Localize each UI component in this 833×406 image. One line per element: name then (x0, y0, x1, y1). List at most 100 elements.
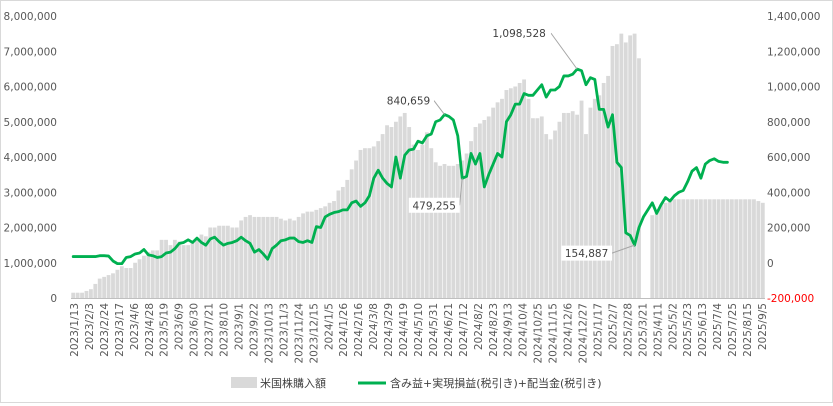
bar (354, 160, 359, 298)
x-tick-label: 2023/11/24 (293, 303, 305, 364)
bar (734, 199, 739, 298)
bar (203, 236, 208, 298)
bar (195, 238, 199, 298)
bar (248, 215, 252, 298)
bar (106, 275, 111, 298)
bar (424, 132, 429, 298)
legend-label-bar: 米国株購入額 (260, 376, 326, 390)
bar-series (71, 33, 765, 299)
annotation-label: 840,659 (387, 96, 430, 108)
bar (279, 218, 283, 298)
bar (146, 252, 151, 298)
right-tick-label: 1,400,000 (767, 11, 820, 23)
bar (380, 134, 385, 298)
x-tick-label: 2023/2/3 (84, 303, 96, 350)
annotation-label: 1,098,528 (492, 28, 545, 40)
x-tick-label: 2025/1/17 (592, 303, 604, 357)
bar (438, 165, 443, 298)
bar (539, 116, 544, 299)
right-tick-label: 400,000 (767, 187, 810, 199)
bar (579, 100, 584, 298)
x-tick-label: 2023/1/13 (69, 303, 81, 357)
bar (159, 239, 164, 298)
x-tick-label: 2023/10/13 (263, 303, 275, 364)
bar (685, 199, 690, 298)
bar (531, 118, 535, 298)
bar (756, 201, 761, 298)
bar (111, 273, 115, 298)
bar (654, 209, 659, 299)
bar (318, 208, 323, 298)
bar (292, 220, 297, 298)
bar (747, 199, 752, 298)
bar (588, 107, 593, 299)
bar (760, 202, 765, 298)
x-tick-label: 2023/4/6 (129, 303, 141, 350)
bar (601, 82, 606, 298)
bar (672, 199, 677, 298)
x-tick-label: 2025/5/23 (682, 303, 694, 357)
left-tick-label: 8,000,000 (4, 11, 57, 23)
bar (716, 199, 721, 298)
bar (411, 144, 416, 298)
bar (522, 79, 526, 298)
x-tick-label: 2024/12/27 (578, 303, 590, 364)
bar (155, 250, 160, 298)
bar (544, 134, 549, 298)
bar (88, 289, 93, 298)
bar (663, 202, 668, 298)
bar (495, 102, 500, 298)
bar (504, 90, 509, 299)
x-tick-label: 2023/4/28 (144, 303, 156, 357)
bar (694, 199, 699, 298)
bar (164, 239, 168, 298)
x-tick-label: 2024/10/4 (518, 303, 530, 357)
bar (486, 116, 491, 299)
bar (336, 190, 341, 298)
right-tick-label: 1,200,000 (767, 46, 820, 58)
bar (557, 121, 562, 298)
bar (650, 215, 655, 298)
bar (243, 216, 248, 298)
left-tick-label: 5,000,000 (4, 117, 57, 129)
bar (517, 82, 522, 298)
bar (252, 216, 257, 298)
bar (385, 125, 389, 299)
x-tick-label: 2023/6/30 (189, 303, 201, 357)
data-annotations: 1,098,528 840,659 479,255 154,887 (383, 25, 635, 261)
x-tick-label: 2024/3/8 (368, 303, 380, 350)
bar (212, 227, 217, 298)
bar (676, 199, 681, 298)
bar (628, 35, 633, 298)
bar (97, 278, 102, 298)
bar (623, 42, 628, 298)
bar (712, 199, 717, 298)
x-tick-label: 2024/12/6 (563, 303, 575, 357)
x-tick-label: 2023/2/24 (99, 303, 111, 357)
annotation-leader (550, 32, 578, 70)
left-tick-label: 4,000,000 (4, 152, 57, 164)
annotation-leader (433, 100, 445, 115)
bar (71, 292, 76, 298)
legend: 米国株購入額 含み益+実現損益(税引き)+配当金(税引き) (231, 376, 602, 390)
bar (133, 262, 138, 298)
x-tick-label: 2024/6/21 (443, 303, 455, 357)
bar (376, 141, 381, 298)
bar (221, 225, 226, 298)
x-tick-label: 2023/8/10 (219, 303, 231, 357)
left-axis: 0 1,000,000 2,000,000 3,000,000 4,000,000 5,0… (4, 11, 57, 305)
bar (261, 216, 266, 298)
x-tick-label: 2024/3/29 (383, 303, 395, 357)
bar (668, 201, 672, 298)
bar (526, 98, 531, 298)
x-tick-label: 2024/8/23 (488, 303, 500, 357)
bar (725, 199, 730, 298)
bar (314, 209, 319, 299)
bar (707, 199, 712, 298)
x-tick-label: 2024/9/13 (503, 303, 515, 357)
right-tick-label: 800,000 (767, 117, 810, 129)
bar (270, 216, 275, 298)
bar (615, 44, 619, 299)
bar (575, 114, 580, 298)
annotation-leader (459, 178, 463, 206)
